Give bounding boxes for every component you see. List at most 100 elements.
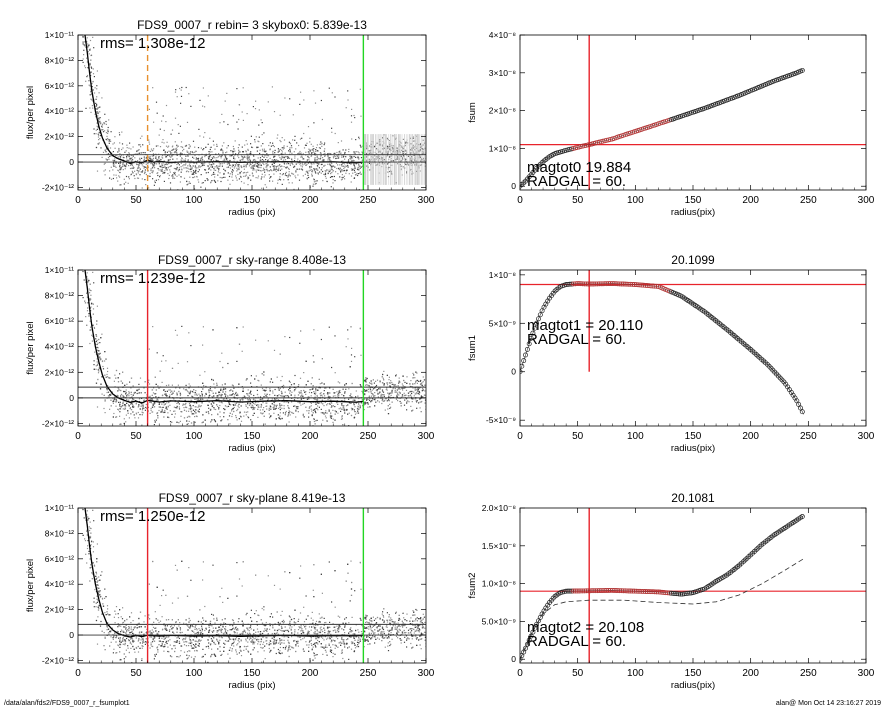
scatter-point [350, 168, 353, 170]
scatter-point [330, 169, 332, 171]
scatter-point [387, 408, 389, 410]
scatter-point [350, 326, 352, 328]
scatter-point [112, 164, 114, 166]
scatter-point [233, 400, 235, 402]
scatter-point [360, 115, 362, 117]
scatter-point [143, 159, 145, 161]
scatter-point [171, 413, 173, 415]
scatter-point [222, 391, 224, 393]
scatter-point [418, 402, 420, 404]
scatter-point [222, 160, 224, 162]
scatter-point [93, 128, 95, 130]
scatter-point [122, 408, 124, 410]
scatter-point [401, 146, 403, 148]
scatter-point [90, 71, 92, 73]
scatter-point [204, 162, 206, 164]
scatter-point [238, 152, 240, 154]
scatter-point [200, 186, 202, 188]
scatter-point [118, 150, 120, 152]
scatter-point [310, 193, 311, 194]
scatter-point [169, 159, 171, 161]
scatter-point [223, 408, 225, 410]
scatter-point [405, 158, 407, 160]
scatter-point [88, 315, 90, 317]
scatter-point [314, 171, 316, 173]
scatter-point [234, 166, 236, 168]
scatter-point [177, 170, 179, 172]
scatter-point [315, 390, 317, 392]
scatter-point [162, 171, 164, 173]
scatter-point [283, 401, 285, 403]
scatter-point [220, 154, 222, 156]
scatter-point [169, 421, 172, 423]
scatter-point [288, 171, 290, 173]
scatter-point [344, 166, 346, 168]
scatter-point [375, 156, 377, 158]
scatter-point [245, 164, 247, 166]
scatter-point [133, 406, 135, 408]
scatter-point [180, 95, 183, 97]
scatter-point [339, 382, 341, 384]
scatter-point [339, 168, 342, 170]
scatter-point [169, 171, 171, 173]
scatter-point [332, 179, 334, 181]
scatter-point [183, 177, 186, 179]
scatter-point [85, 241, 86, 242]
scatter-point [221, 384, 223, 386]
scatter-point [279, 139, 281, 142]
scatter-point [198, 399, 200, 402]
scatter-point [192, 173, 194, 175]
x-tick-label: 100 [186, 195, 203, 206]
scatter-point [83, 18, 84, 19]
scatter-point [167, 159, 169, 161]
scatter-point [211, 390, 213, 392]
scatter-point [237, 165, 239, 167]
scatter-point [258, 404, 260, 406]
scatter-point [314, 159, 316, 161]
scatter-point [397, 163, 399, 165]
scatter-point [388, 393, 390, 395]
scatter-point [171, 393, 173, 395]
scatter-point [334, 335, 336, 337]
scatter-point [163, 149, 165, 151]
scatter-point [235, 177, 237, 179]
scatter-point [182, 404, 184, 406]
scatter-point [211, 151, 213, 153]
scatter-point [231, 410, 233, 412]
scatter-point [96, 103, 98, 105]
scatter-point [313, 90, 315, 92]
scatter-point [196, 158, 198, 160]
scatter-point [236, 88, 238, 90]
scatter-point [135, 412, 137, 414]
scatter-point [137, 172, 139, 174]
scatter-point [238, 406, 240, 409]
scatter-point [156, 112, 158, 114]
scatter-point [278, 394, 280, 396]
scatter-point [317, 157, 319, 159]
scatter-point [243, 182, 245, 184]
scatter-point [148, 379, 150, 381]
scatter-point [188, 168, 190, 170]
scatter-point [186, 423, 188, 425]
scatter-point [112, 143, 114, 145]
scatter-point [373, 382, 375, 384]
scatter-point [283, 147, 285, 149]
scatter-point [405, 143, 407, 145]
scatter-point [419, 392, 421, 394]
scatter-point [219, 416, 221, 418]
scatter-point [104, 174, 106, 176]
scatter-point [214, 181, 217, 183]
scatter-point [367, 384, 369, 386]
scatter-point [242, 326, 244, 328]
scatter-point [157, 172, 159, 174]
scatter-point [96, 125, 98, 127]
scatter-point [134, 417, 136, 419]
scatter-point [248, 398, 251, 400]
scatter-point [308, 176, 310, 179]
scatter-point [232, 151, 234, 153]
scatter-point [226, 147, 228, 149]
scatter-point [297, 401, 299, 403]
scatter-point [397, 400, 399, 402]
scatter-point [224, 383, 226, 385]
